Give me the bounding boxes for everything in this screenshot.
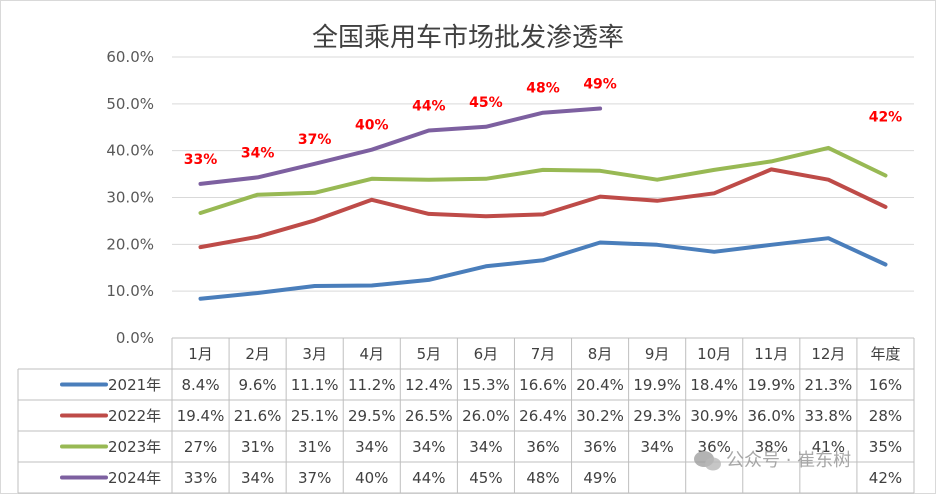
table-cell: 19.9% <box>747 376 795 394</box>
table-cell: 45% <box>469 469 502 487</box>
data-label: 49% <box>583 77 617 93</box>
data-label: 40% <box>355 118 389 134</box>
table-cell: 34% <box>640 438 673 456</box>
table-cell: 12.4% <box>405 376 453 394</box>
data-table: 1月 2月 3月 4月 5月 6月 7月 8月 9月 10月 11月 12月 年度 2021年 8.4% 9.… <box>17 337 915 494</box>
data-labels: 33% 34% 37% 40% 44% 45% 48% 49% 42% <box>184 77 902 168</box>
legend-label: 2021年 <box>108 376 161 394</box>
table-cell: 31% <box>241 438 274 456</box>
table-cell: 48% <box>526 469 559 487</box>
table-cell: 34% <box>241 469 274 487</box>
table-cell: 34% <box>355 438 388 456</box>
data-label: 33% <box>184 152 218 168</box>
y-tick-label: 50.0% <box>106 95 154 113</box>
table-cell: 30.2% <box>576 407 624 425</box>
series-line-2023年 <box>198 145 888 215</box>
table-cell: 8.4% <box>181 376 219 394</box>
table-cell: 42% <box>869 469 902 487</box>
table-cell: 20.4% <box>576 376 624 394</box>
wechat-icon <box>694 451 721 471</box>
table-cell: 33% <box>184 469 217 487</box>
table-cell: 35% <box>869 438 902 456</box>
y-tick-label: 30.0% <box>106 189 154 207</box>
series-line-2022年 <box>198 167 888 250</box>
table-cell: 31% <box>298 438 331 456</box>
y-tick-label: 20.0% <box>106 235 154 253</box>
data-label: 48% <box>526 81 560 97</box>
series-lines <box>198 106 888 301</box>
legend-label: 2023年 <box>108 438 161 456</box>
data-label: 44% <box>412 99 446 115</box>
x-tick-label: 3月 <box>302 345 327 363</box>
gridlines <box>172 56 914 339</box>
table-cell: 25.1% <box>291 407 339 425</box>
x-tick-label: 9月 <box>645 345 670 363</box>
table-cell: 9.6% <box>239 376 277 394</box>
table-cell: 34% <box>412 438 445 456</box>
table-cell: 38% <box>755 438 788 456</box>
table-cell: 37% <box>298 469 331 487</box>
x-tick-label: 5月 <box>417 345 442 363</box>
data-label: 34% <box>241 145 275 161</box>
x-tick-label: 10月 <box>697 345 731 363</box>
table-cell: 16.6% <box>519 376 567 394</box>
table-cell: 36% <box>583 438 616 456</box>
table-cell: 30.9% <box>690 407 738 425</box>
table-cell: 26.4% <box>519 407 567 425</box>
table-cell: 34% <box>469 438 502 456</box>
table-cell: 27% <box>184 438 217 456</box>
legend-label: 2024年 <box>108 469 161 487</box>
table-cell: 29.3% <box>633 407 681 425</box>
table-cell: 15.3% <box>462 376 510 394</box>
table-cell: 28% <box>869 407 902 425</box>
x-tick-label: 12月 <box>811 345 845 363</box>
table-cell: 19.4% <box>177 407 225 425</box>
watermark-text: 公众号 · 崔东树 <box>726 450 851 471</box>
table-cell: 40% <box>355 469 388 487</box>
x-tick-label: 2月 <box>245 345 270 363</box>
table-cell: 36% <box>526 438 559 456</box>
x-tick-label: 8月 <box>588 345 613 363</box>
y-tick-label: 60.0% <box>106 48 154 66</box>
x-tick-label: 7月 <box>531 345 556 363</box>
x-tick-label: 6月 <box>474 345 499 363</box>
table-cell: 44% <box>412 469 445 487</box>
table-cell: 11.1% <box>291 376 339 394</box>
table-cell: 19.9% <box>633 376 681 394</box>
table-cell: 49% <box>583 469 616 487</box>
table-cell: 33.8% <box>805 407 853 425</box>
x-tick-label: 11月 <box>754 345 788 363</box>
y-tick-label: 0.0% <box>116 329 154 347</box>
table-cell: 26.5% <box>405 407 453 425</box>
y-axis-labels: 60.0% 50.0% 40.0% 30.0% 20.0% 10.0% 0.0% <box>106 48 154 347</box>
x-tick-label: 4月 <box>359 345 384 363</box>
table-cell: 36.0% <box>747 407 795 425</box>
data-label: 45% <box>469 95 503 111</box>
table-cell: 18.4% <box>690 376 738 394</box>
series-line-2024年 <box>198 106 603 186</box>
x-tick-label: 1月 <box>188 345 213 363</box>
x-tick-label: 年度 <box>870 345 900 363</box>
y-tick-label: 10.0% <box>106 282 154 300</box>
table-cell: 11.2% <box>348 376 396 394</box>
table-cell: 16% <box>869 376 902 394</box>
legend-label: 2022年 <box>108 407 161 425</box>
table-cell: 26.0% <box>462 407 510 425</box>
table-cell: 21.3% <box>805 376 853 394</box>
chart-title: 全国乘用车市场批发渗透率 <box>312 23 624 53</box>
table-cell: 41% <box>812 438 845 456</box>
data-label: 42% <box>869 109 903 125</box>
series-line-2021年 <box>198 236 888 301</box>
y-tick-label: 40.0% <box>106 142 154 160</box>
data-label: 37% <box>298 132 332 148</box>
table-cell: 21.6% <box>234 407 282 425</box>
table-cell: 29.5% <box>348 407 396 425</box>
